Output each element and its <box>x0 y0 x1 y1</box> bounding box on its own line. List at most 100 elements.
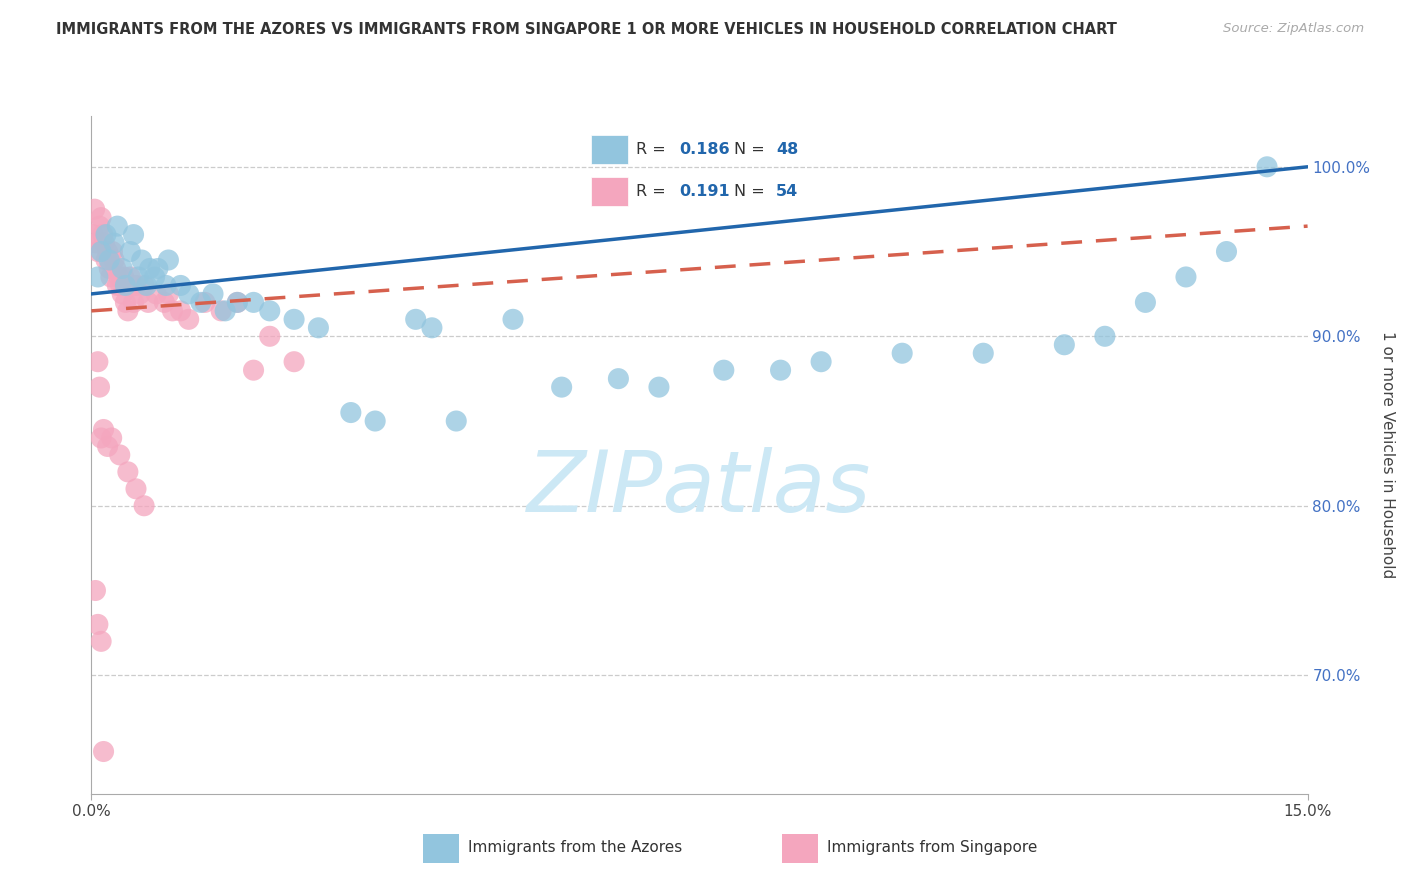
Point <box>108 448 131 462</box>
Point <box>97 440 120 454</box>
Point <box>340 406 363 420</box>
Point <box>1135 295 1157 310</box>
Point <box>100 269 122 284</box>
Point <box>209 304 232 318</box>
Point <box>145 287 167 301</box>
Text: 0.191: 0.191 <box>679 184 730 199</box>
Point <box>364 414 387 428</box>
Point <box>103 236 125 251</box>
Point <box>91 227 114 242</box>
Point <box>405 312 427 326</box>
Point <box>117 304 139 318</box>
Point <box>90 211 112 225</box>
Point <box>226 295 249 310</box>
Point <box>90 634 112 648</box>
Point <box>93 423 115 437</box>
Point <box>101 244 124 259</box>
Point <box>502 312 524 326</box>
Text: Immigrants from the Azores: Immigrants from the Azores <box>468 840 682 855</box>
Point <box>226 295 249 310</box>
Text: ZIPatlas: ZIPatlas <box>527 447 872 531</box>
Point <box>648 380 671 394</box>
Point <box>1094 329 1116 343</box>
Point <box>114 295 136 310</box>
Point <box>105 278 128 293</box>
Point <box>202 287 225 301</box>
Point <box>1175 269 1198 284</box>
Point <box>177 312 200 326</box>
Point <box>84 583 107 598</box>
Point <box>713 363 735 377</box>
Point <box>420 321 443 335</box>
Point <box>104 261 127 276</box>
Point <box>259 304 281 318</box>
Text: R =: R = <box>636 184 671 199</box>
Point <box>169 278 191 293</box>
Point <box>105 219 128 234</box>
Text: 0.186: 0.186 <box>679 142 730 157</box>
Point <box>114 278 136 293</box>
Point <box>157 253 180 268</box>
Point <box>132 499 155 513</box>
Point <box>972 346 994 360</box>
Point <box>307 321 329 335</box>
Point <box>139 261 162 276</box>
Point <box>143 269 166 284</box>
Point <box>129 287 152 301</box>
Bar <box>592 135 627 163</box>
Point <box>162 304 184 318</box>
Point <box>146 261 169 276</box>
Point <box>84 236 107 251</box>
Point <box>155 278 177 293</box>
Point <box>157 287 180 301</box>
Point <box>131 253 153 268</box>
Point <box>810 355 832 369</box>
Point <box>111 261 134 276</box>
Y-axis label: 1 or more Vehicles in Household: 1 or more Vehicles in Household <box>1381 331 1395 579</box>
Point <box>283 355 305 369</box>
Point <box>82 227 104 242</box>
Point <box>87 269 110 284</box>
Bar <box>423 834 460 863</box>
Point <box>83 202 105 217</box>
Point <box>110 278 132 293</box>
Point <box>93 745 115 759</box>
Point <box>125 482 148 496</box>
Point <box>100 431 122 445</box>
Point <box>769 363 792 377</box>
Point <box>94 227 117 242</box>
Point <box>242 295 264 310</box>
Point <box>87 617 110 632</box>
Point <box>194 295 217 310</box>
Point <box>177 287 200 301</box>
Text: Immigrants from Singapore: Immigrants from Singapore <box>827 840 1038 855</box>
Point <box>89 380 111 394</box>
Text: 54: 54 <box>776 184 799 199</box>
Text: N =: N = <box>734 184 770 199</box>
Point <box>87 244 110 259</box>
Point <box>242 363 264 377</box>
Point <box>112 269 135 284</box>
Point <box>125 278 148 293</box>
Point <box>120 269 142 284</box>
Point <box>891 346 914 360</box>
Point <box>120 244 142 259</box>
Point <box>94 253 117 268</box>
Point <box>1053 338 1076 352</box>
Point <box>607 372 630 386</box>
Text: 48: 48 <box>776 142 799 157</box>
Point <box>127 269 149 284</box>
Text: R =: R = <box>636 142 671 157</box>
Bar <box>782 834 818 863</box>
Point <box>111 287 134 301</box>
Text: Source: ZipAtlas.com: Source: ZipAtlas.com <box>1223 22 1364 36</box>
Point <box>153 295 176 310</box>
Point <box>117 465 139 479</box>
Point <box>108 269 131 284</box>
Point <box>190 295 212 310</box>
Point <box>122 295 145 310</box>
Point <box>90 244 112 259</box>
Text: IMMIGRANTS FROM THE AZORES VS IMMIGRANTS FROM SINGAPORE 1 OR MORE VEHICLES IN HO: IMMIGRANTS FROM THE AZORES VS IMMIGRANTS… <box>56 22 1118 37</box>
Bar <box>592 178 627 206</box>
Point <box>169 304 191 318</box>
